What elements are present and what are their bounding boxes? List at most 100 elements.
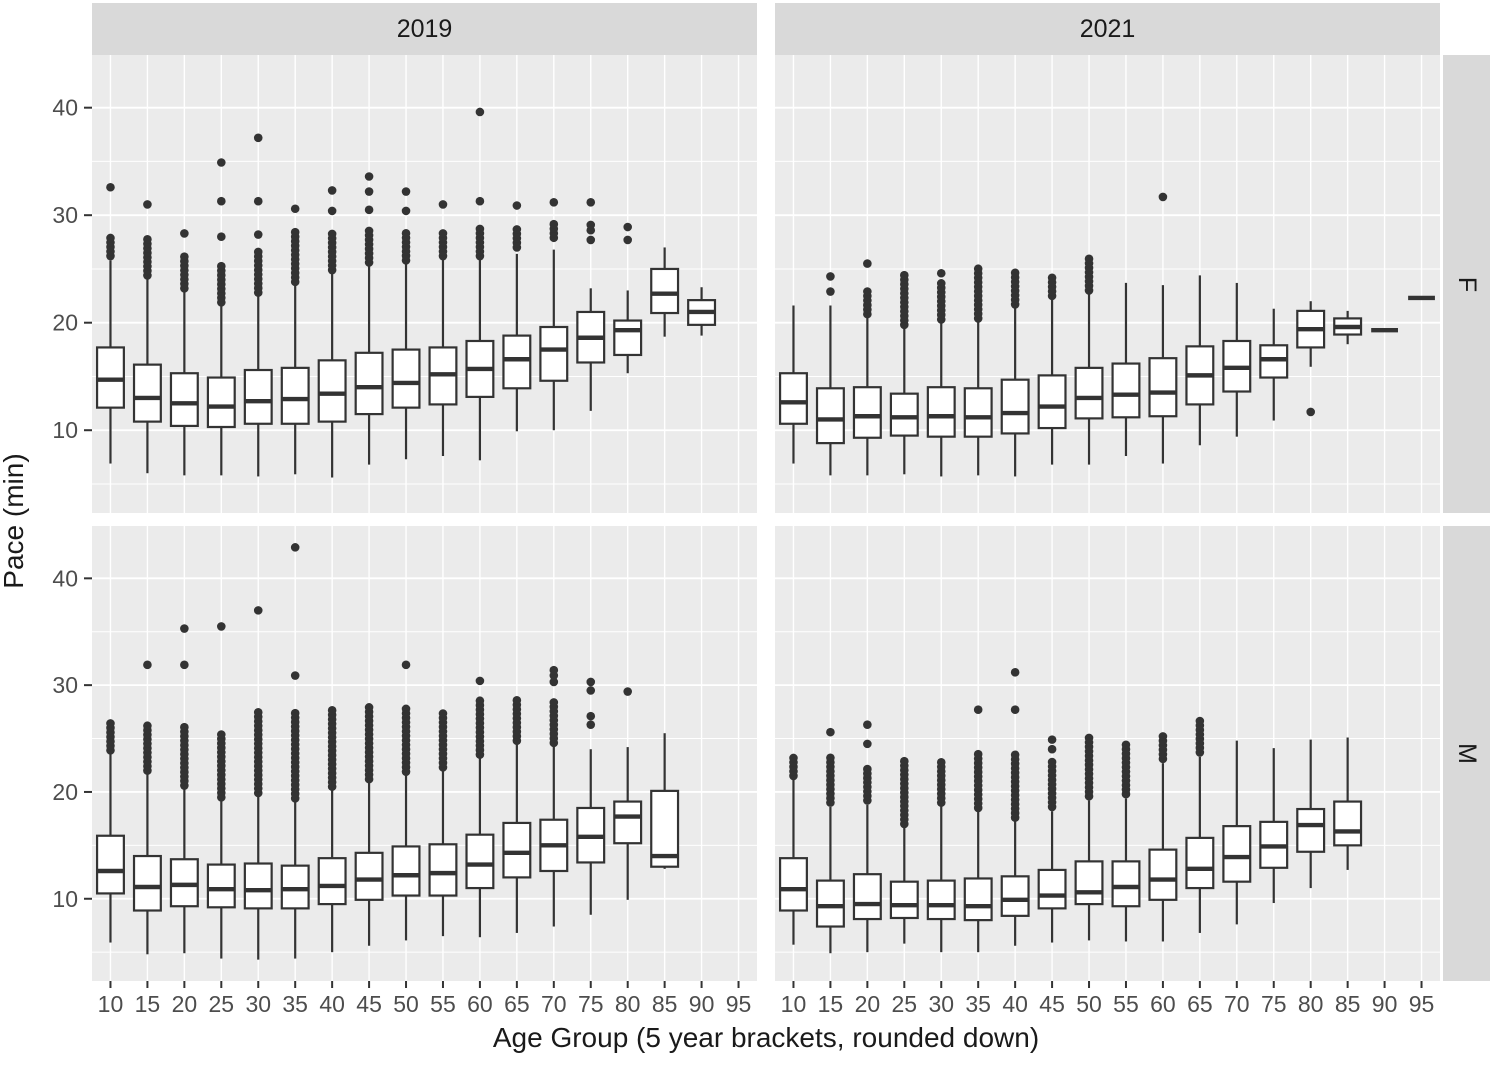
outlier-dot — [512, 201, 522, 210]
outlier-dot — [863, 764, 872, 774]
facet-strip-label: 2019 — [396, 14, 453, 43]
outlier-dot — [106, 233, 115, 243]
outlier-dot — [973, 264, 983, 274]
outlier-dot — [364, 703, 374, 712]
boxplot-2021-F-age-85 — [1333, 310, 1363, 345]
boxplot-2019-M-age-55 — [428, 709, 458, 937]
outlier-dot — [143, 721, 152, 731]
outlier-dot — [863, 287, 872, 296]
facet-strip-sex-f: F — [1443, 55, 1490, 513]
x-tick-label: 15 — [818, 991, 844, 1017]
outlier-dot — [217, 730, 226, 739]
y-tick-label: 30 — [52, 672, 78, 698]
boxplot-2019-M-age-45 — [354, 703, 384, 946]
outlier-dot — [1010, 668, 1020, 677]
outlier-dot — [364, 187, 374, 196]
panel-background — [92, 55, 757, 513]
outlier-dot — [1047, 273, 1057, 283]
outlier-dot — [290, 204, 300, 214]
outlier-dot — [549, 665, 559, 675]
outlier-dot — [475, 696, 485, 706]
boxplot-2021-F-age-30 — [926, 268, 956, 477]
outlier-dot — [327, 706, 337, 715]
facet-strip-sex-m: M — [1443, 526, 1490, 981]
x-tick-label: 25 — [892, 991, 918, 1017]
x-tick-label: 35 — [965, 991, 991, 1017]
boxplot-2019-F-age-40 — [317, 186, 347, 478]
outlier-dot — [253, 133, 263, 143]
outlier-dot — [217, 261, 226, 271]
x-tick-label: 40 — [1002, 991, 1028, 1017]
outlier-dot — [549, 677, 559, 687]
outlier-dot — [475, 196, 485, 206]
boxplot-2021-M-age-70 — [1222, 740, 1252, 925]
outlier-dot — [364, 205, 374, 215]
boxplot-2019-F-age-25 — [206, 158, 236, 476]
boxplot-2019-M-age-50 — [391, 660, 421, 941]
boxplot-2019-M-age-80 — [613, 687, 643, 900]
x-axis-title: Age Group (5 year brackets, rounded down… — [492, 1022, 1040, 1053]
boxplot-2021-F-age-15 — [815, 272, 845, 476]
outlier-dot — [401, 228, 411, 238]
outlier-dot — [1010, 268, 1020, 278]
outlier-dot — [826, 272, 835, 281]
outlier-dot — [586, 220, 596, 230]
x-tick-label: 50 — [393, 991, 419, 1017]
outlier-dot — [438, 229, 448, 238]
boxplot-2019-F-age-35 — [280, 204, 310, 475]
boxplot-2021-M-age-85 — [1333, 737, 1363, 870]
boxplot-2021-M-age-75 — [1259, 748, 1289, 904]
boxplot-2021-F-age-45 — [1037, 273, 1067, 465]
boxplot-2021-M-age-30 — [926, 757, 956, 953]
boxplot-2021-F-age-40 — [1000, 268, 1030, 477]
x-tick-label: 45 — [356, 991, 382, 1017]
boxplot-2021-M-age-35 — [963, 705, 993, 953]
x-tick-label: 20 — [855, 991, 881, 1017]
outlier-dot — [1158, 732, 1168, 741]
boxplot-2019-M-age-40 — [317, 706, 347, 953]
facet-strip-year-2019: 2019 — [92, 3, 757, 55]
outlier-dot — [180, 229, 189, 238]
outlier-dot — [863, 259, 872, 268]
x-tick-label: 50 — [1076, 991, 1102, 1017]
y-tick-label: 40 — [52, 565, 78, 591]
x-tick-label: 35 — [282, 991, 308, 1017]
outlier-dot — [253, 230, 263, 239]
outlier-dot — [438, 200, 448, 209]
outlier-dot — [217, 158, 226, 167]
outlier-dot — [1084, 733, 1094, 743]
outlier-dot — [586, 677, 596, 687]
outlier-dot — [586, 711, 596, 721]
outlier-dot — [900, 270, 909, 280]
facet-strip-year-2021: 2021 — [775, 3, 1440, 55]
outlier-dot — [512, 696, 522, 705]
outlier-dot — [1047, 744, 1057, 754]
boxplot-2019-M-age-65 — [502, 696, 532, 933]
boxplot-2021-M-age-50 — [1074, 733, 1104, 941]
boxplot-2021-F-age-65 — [1185, 275, 1215, 446]
x-tick-label: 30 — [245, 991, 271, 1017]
y-tick-label: 10 — [52, 886, 78, 912]
outlier-dot — [1306, 407, 1315, 417]
x-tick-label: 75 — [1261, 991, 1287, 1017]
boxplot-2019-F-age-45 — [354, 172, 384, 465]
x-tick-label: 95 — [1409, 991, 1435, 1017]
boxplot-2019-F-age-65 — [502, 201, 532, 432]
x-tick-label: 70 — [1224, 991, 1250, 1017]
outlier-dot — [290, 227, 300, 237]
outlier-dot — [143, 200, 152, 209]
panel-background — [775, 55, 1440, 513]
outlier-dot — [1195, 716, 1205, 726]
x-tick-label: 20 — [172, 991, 198, 1017]
outlier-dot — [180, 624, 189, 633]
boxplot-2019-M-age-75 — [576, 677, 606, 915]
outlier-dot — [364, 172, 374, 181]
boxplot-2019-M-age-85 — [650, 733, 680, 869]
boxplot-2019-M-age-10 — [95, 719, 125, 943]
outlier-dot — [789, 753, 798, 763]
outlier-dot — [253, 606, 263, 615]
x-tick-label: 10 — [781, 991, 807, 1017]
boxplot-2019-F-age-10 — [95, 182, 125, 464]
